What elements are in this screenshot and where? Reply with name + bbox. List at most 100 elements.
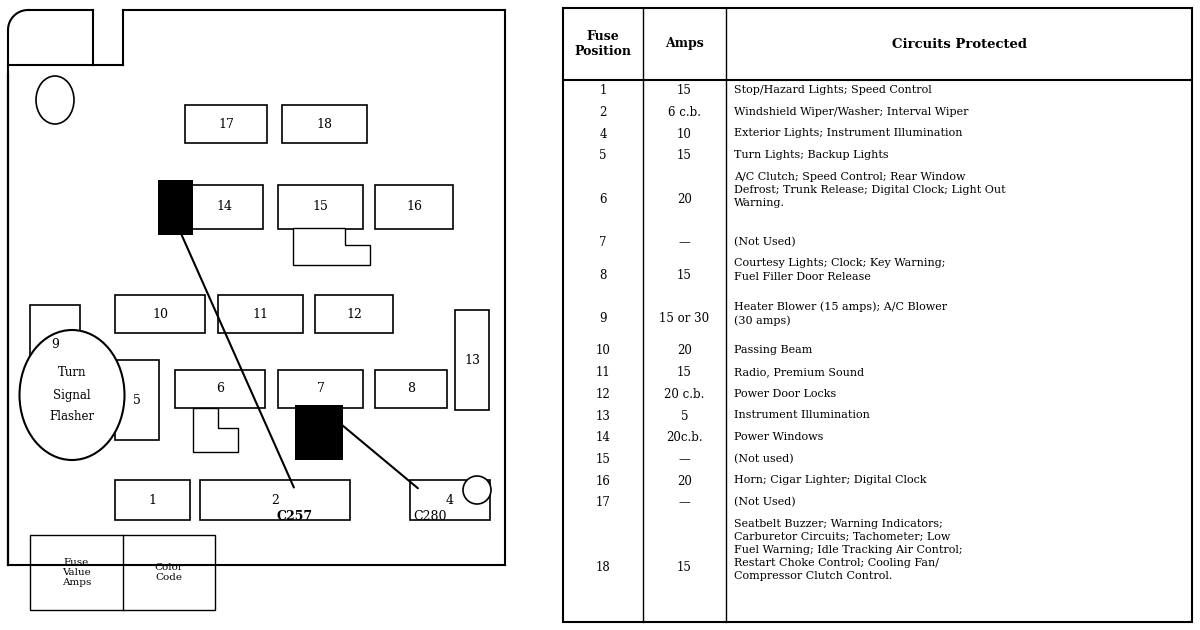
Text: Turn: Turn xyxy=(58,367,86,379)
Text: 9: 9 xyxy=(52,338,59,352)
Text: 4: 4 xyxy=(599,128,607,140)
Text: 17: 17 xyxy=(595,496,611,509)
Text: 16: 16 xyxy=(595,474,611,488)
Ellipse shape xyxy=(19,330,125,460)
Text: 20: 20 xyxy=(677,345,692,357)
Bar xyxy=(200,480,350,520)
Polygon shape xyxy=(293,228,370,265)
Text: Radio, Premium Sound: Radio, Premium Sound xyxy=(734,367,864,377)
Text: —: — xyxy=(679,236,690,249)
Bar xyxy=(175,370,265,408)
Bar xyxy=(115,295,205,333)
Text: 15: 15 xyxy=(312,200,329,214)
Text: 20 c.b.: 20 c.b. xyxy=(665,388,704,401)
Text: Seatbelt Buzzer; Warning Indicators;
Carburetor Circuits; Tachometer; Low
Fuel W: Seatbelt Buzzer; Warning Indicators; Car… xyxy=(734,518,962,581)
Text: 15: 15 xyxy=(677,561,692,575)
Text: Fuse
Value
Amps: Fuse Value Amps xyxy=(61,558,91,587)
Text: Amps: Amps xyxy=(665,38,704,50)
Text: 7: 7 xyxy=(599,236,607,249)
Text: 16: 16 xyxy=(406,200,422,214)
Text: Stop/Hazard Lights; Speed Control: Stop/Hazard Lights; Speed Control xyxy=(734,85,931,95)
Text: Flasher: Flasher xyxy=(49,411,95,423)
Text: 4: 4 xyxy=(446,493,454,507)
Text: 6: 6 xyxy=(599,193,607,206)
Text: 14: 14 xyxy=(595,431,611,444)
Text: 15: 15 xyxy=(677,149,692,163)
Text: 15 or 30: 15 or 30 xyxy=(660,312,709,325)
Text: 1: 1 xyxy=(599,84,607,98)
Text: 15: 15 xyxy=(677,84,692,98)
Text: C280: C280 xyxy=(413,510,446,523)
Text: —: — xyxy=(679,496,690,509)
Bar xyxy=(115,480,190,520)
Text: 5: 5 xyxy=(599,149,607,163)
Text: Color
Code: Color Code xyxy=(155,563,184,582)
Text: 10: 10 xyxy=(595,345,611,357)
Text: 15: 15 xyxy=(595,453,611,466)
Text: Power Door Locks: Power Door Locks xyxy=(734,389,836,399)
Text: 14: 14 xyxy=(216,200,232,214)
Text: 12: 12 xyxy=(595,388,611,401)
Text: Power Windows: Power Windows xyxy=(734,432,823,442)
Text: 2: 2 xyxy=(599,106,607,119)
Text: A/C Clutch; Speed Control; Rear Window
Defrost; Trunk Release; Digital Clock; Li: A/C Clutch; Speed Control; Rear Window D… xyxy=(734,172,1006,208)
Text: 8: 8 xyxy=(407,382,415,396)
Text: C257: C257 xyxy=(277,510,313,523)
Text: 18: 18 xyxy=(595,561,611,575)
Text: 20: 20 xyxy=(677,193,692,206)
Text: (Not used): (Not used) xyxy=(734,454,793,464)
Text: 11: 11 xyxy=(252,307,269,321)
Text: 5: 5 xyxy=(133,394,140,406)
Text: Windshield Wiper/Washer; Interval Wiper: Windshield Wiper/Washer; Interval Wiper xyxy=(734,106,968,117)
Text: Exterior Lights; Instrument Illumination: Exterior Lights; Instrument Illumination xyxy=(734,129,962,139)
Text: Courtesy Lights; Clock; Key Warning;
Fuel Filler Door Release: Courtesy Lights; Clock; Key Warning; Fue… xyxy=(734,258,946,282)
Text: 6 c.b.: 6 c.b. xyxy=(668,106,701,119)
Polygon shape xyxy=(193,408,238,452)
Text: 12: 12 xyxy=(346,307,362,321)
Text: Instrument Illumination: Instrument Illumination xyxy=(734,410,870,420)
Text: Passing Beam: Passing Beam xyxy=(734,345,812,355)
Bar xyxy=(278,370,364,408)
Text: 10: 10 xyxy=(677,128,692,140)
Text: Turn Lights; Backup Lights: Turn Lights; Backup Lights xyxy=(734,150,889,160)
Bar xyxy=(115,360,158,440)
Bar xyxy=(218,295,302,333)
Text: 10: 10 xyxy=(152,307,168,321)
Text: Heater Blower (15 amps); A/C Blower
(30 amps): Heater Blower (15 amps); A/C Blower (30 … xyxy=(734,302,947,326)
Text: 17: 17 xyxy=(218,118,234,130)
Bar xyxy=(158,180,193,235)
Text: Fuse
Position: Fuse Position xyxy=(575,30,631,58)
Text: 11: 11 xyxy=(595,366,611,379)
Text: 7: 7 xyxy=(317,382,324,396)
Text: —: — xyxy=(679,453,690,466)
Text: 20c.b.: 20c.b. xyxy=(666,431,703,444)
Bar xyxy=(314,295,394,333)
Bar xyxy=(455,310,490,410)
Circle shape xyxy=(463,476,491,504)
Text: 13: 13 xyxy=(595,410,611,423)
Bar xyxy=(185,185,263,229)
Text: 20: 20 xyxy=(677,474,692,488)
Text: Horn; Cigar Lighter; Digital Clock: Horn; Cigar Lighter; Digital Clock xyxy=(734,475,926,485)
Bar xyxy=(374,370,446,408)
Text: 1: 1 xyxy=(149,493,156,507)
Bar xyxy=(282,105,367,143)
Bar xyxy=(374,185,454,229)
Text: 8: 8 xyxy=(599,268,607,282)
Bar xyxy=(563,8,1192,622)
Bar xyxy=(185,105,266,143)
Bar xyxy=(278,185,364,229)
Bar xyxy=(295,405,343,460)
Text: 6: 6 xyxy=(216,382,224,396)
Ellipse shape xyxy=(36,76,74,124)
Text: 18: 18 xyxy=(317,118,332,130)
Text: 15: 15 xyxy=(677,268,692,282)
Bar xyxy=(30,535,215,610)
Text: (Not Used): (Not Used) xyxy=(734,497,796,507)
Text: 15: 15 xyxy=(677,366,692,379)
Text: Signal: Signal xyxy=(53,389,91,401)
Text: 9: 9 xyxy=(599,312,607,325)
Text: (Not Used): (Not Used) xyxy=(734,237,796,247)
Text: Circuits Protected: Circuits Protected xyxy=(892,38,1026,50)
Bar xyxy=(30,305,80,385)
